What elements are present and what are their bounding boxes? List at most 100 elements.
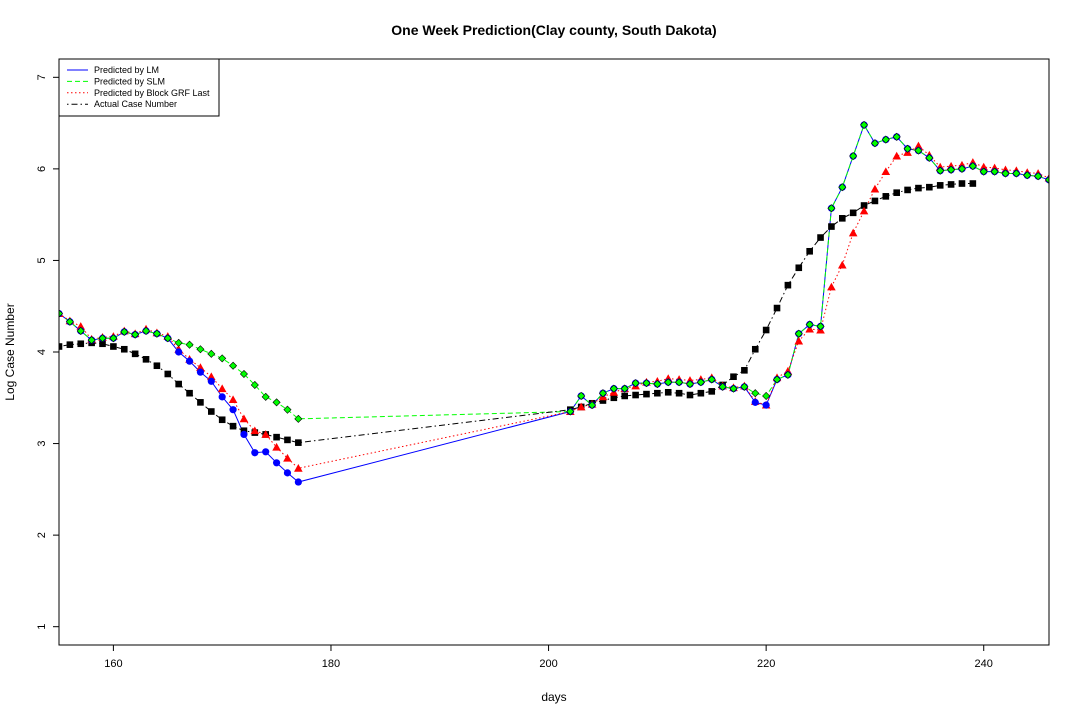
- series-2-point: [794, 329, 803, 338]
- series-3-point: [794, 336, 804, 345]
- series-4-point: [164, 370, 172, 378]
- series-3-point: [979, 162, 989, 171]
- series-1-point: [283, 469, 292, 477]
- series-3-point: [228, 395, 238, 404]
- y-tick-label: 3: [36, 441, 48, 447]
- series-4-point: [610, 394, 618, 402]
- series-2-point: [250, 380, 259, 389]
- series-4-point: [904, 186, 911, 194]
- series-3-point: [294, 463, 303, 472]
- series-1-point: [196, 368, 205, 376]
- series-2-point: [120, 327, 129, 336]
- series-2-point: [609, 384, 618, 393]
- series-2-point: [577, 391, 586, 400]
- series-3-point: [239, 414, 249, 423]
- series-4-point: [936, 182, 944, 189]
- series-4-point: [871, 197, 879, 205]
- series-2-point: [772, 375, 782, 384]
- series-4-point: [120, 345, 128, 353]
- plot-inner: [59, 120, 1049, 486]
- series-2-point: [1012, 169, 1021, 178]
- series-4-point: [621, 392, 629, 400]
- x-axis-label: days: [541, 690, 566, 704]
- series-4-point: [110, 343, 117, 350]
- series-3-point: [870, 184, 880, 193]
- series-4-point: [708, 388, 716, 395]
- series-2-point: [751, 389, 760, 398]
- series-3-point: [250, 426, 260, 435]
- y-tick-label: 4: [36, 349, 48, 355]
- series-3-point: [576, 402, 586, 411]
- series-1-markers: [59, 121, 1049, 486]
- series-1-point: [229, 406, 237, 414]
- series-2-point: [827, 204, 836, 213]
- series-2-point: [653, 380, 662, 389]
- series-4-point: [817, 234, 824, 241]
- series-4-point: [229, 422, 237, 430]
- series-3-point: [805, 324, 814, 333]
- series-1-point: [251, 449, 259, 457]
- series-2-point: [1034, 172, 1043, 181]
- series-2-point: [696, 378, 705, 387]
- series-2-line: [59, 123, 1049, 420]
- series-1-point: [751, 398, 759, 406]
- series-4-point: [795, 264, 803, 272]
- series-2-point: [239, 369, 248, 378]
- legend-label: Predicted by SLM: [94, 76, 165, 86]
- series-2-point: [979, 167, 988, 176]
- series-1-point: [240, 430, 248, 439]
- series-2-point: [185, 340, 194, 349]
- series-2-point: [87, 336, 96, 345]
- series-2-point: [718, 382, 727, 391]
- series-4-point: [882, 193, 890, 200]
- series-2-point: [229, 361, 238, 370]
- x-tick-label: 200: [539, 658, 557, 670]
- series-3-point: [196, 363, 205, 372]
- series-3-path: [59, 145, 1049, 469]
- series-4-point: [751, 345, 759, 353]
- series-2-point: [892, 132, 901, 141]
- series-2-point: [1044, 175, 1049, 184]
- series-2-point: [870, 139, 879, 148]
- series-2-markers: [59, 120, 1049, 423]
- y-tick-label: 7: [36, 74, 48, 80]
- series-2-point: [1001, 169, 1010, 178]
- y-tick-label: 2: [36, 532, 48, 538]
- x-tick-label: 240: [975, 658, 993, 670]
- series-2-point: [968, 162, 977, 171]
- series-1-point: [185, 357, 194, 365]
- plot-area: [59, 120, 1049, 486]
- series-1-point: [218, 393, 226, 401]
- series-4-point: [741, 367, 748, 374]
- series-4-point: [208, 408, 215, 415]
- chart-title: One Week Prediction(Clay county, South D…: [391, 22, 716, 38]
- series-2-point: [849, 152, 858, 161]
- series-1-point: [272, 459, 281, 467]
- series-2-point: [261, 392, 270, 401]
- series-4-point: [806, 247, 813, 255]
- series-4-point: [153, 362, 161, 370]
- series-4-point: [99, 340, 106, 348]
- y-tick-label: 5: [36, 257, 48, 263]
- x-tick-label: 160: [104, 658, 122, 670]
- series-4-point: [654, 389, 661, 397]
- series-3-point: [217, 384, 227, 393]
- series-3-point: [283, 453, 292, 462]
- series-2-point: [272, 398, 281, 407]
- series-2-point: [283, 405, 292, 414]
- series-3-point: [881, 167, 891, 176]
- x-tick-label: 220: [757, 658, 775, 670]
- series-2-point: [163, 334, 172, 343]
- series-2-point: [783, 370, 792, 379]
- series-2-point: [109, 334, 118, 343]
- series-1-path: [59, 123, 1049, 483]
- series-4-point: [828, 223, 835, 230]
- series-2-point: [152, 329, 161, 338]
- series-2-point: [207, 349, 216, 358]
- legend-label: Predicted by LM: [94, 65, 159, 75]
- series-4-point: [697, 389, 705, 397]
- series-2-point: [131, 330, 140, 339]
- series-4-point: [197, 399, 204, 406]
- series-4-point: [186, 389, 193, 397]
